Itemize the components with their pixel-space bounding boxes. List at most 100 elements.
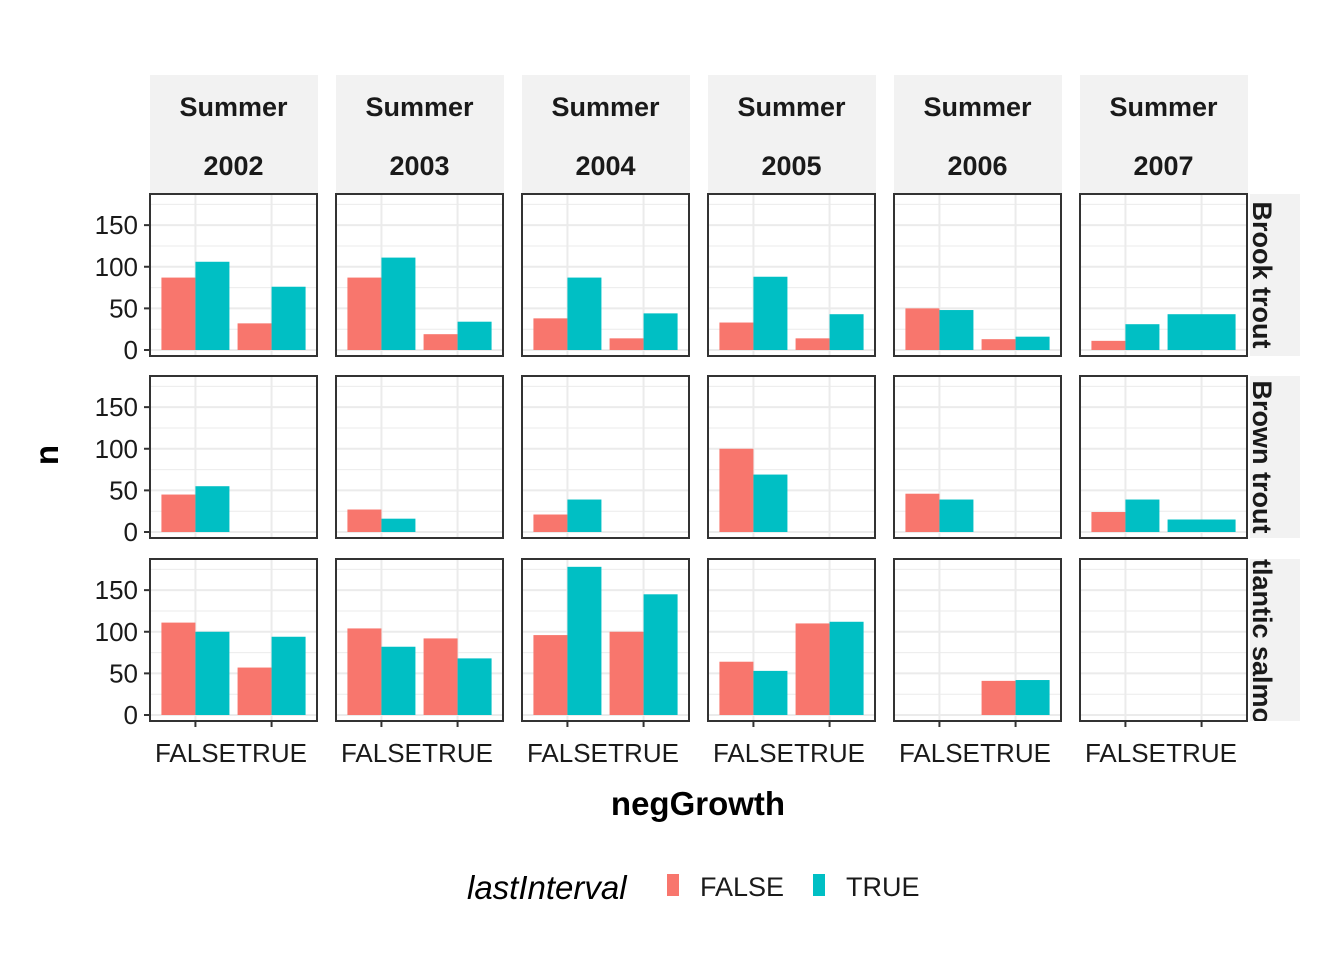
facet-panel <box>149 375 318 539</box>
bar <box>567 277 602 350</box>
legend-title: lastInterval <box>467 869 628 906</box>
bar <box>719 448 754 532</box>
facet-strip-column: Summer 2006 <box>894 75 1062 194</box>
y-tick-label: 50 <box>109 658 138 688</box>
bar <box>381 646 416 715</box>
legend: lastInterval FALSE TRUE <box>467 869 920 906</box>
bar <box>1015 680 1050 715</box>
bar <box>457 658 492 715</box>
bar <box>161 494 196 532</box>
facet-strip-label-line2: 2002 <box>203 151 263 181</box>
bar <box>533 514 568 532</box>
bar <box>939 499 974 532</box>
bar <box>753 670 788 715</box>
facet-panel <box>1079 375 1248 539</box>
x-tick-label: TRUE <box>794 738 865 768</box>
panel-border <box>1079 193 1248 357</box>
bar <box>347 509 382 532</box>
bar <box>719 661 754 715</box>
bar <box>643 313 678 350</box>
bar <box>939 310 974 350</box>
bar <box>609 338 644 350</box>
facet-strip-column: Summer 2004 <box>522 75 690 194</box>
facet-strip-label-line1: Summer <box>737 92 846 122</box>
facet-panel <box>521 558 690 722</box>
panel-border <box>707 558 876 722</box>
facet-strip-label-line1: Summer <box>551 92 660 122</box>
facet-strip-column: Summer 2003 <box>336 75 504 194</box>
y-tick-label: 150 <box>95 392 138 422</box>
panel-border <box>335 558 504 722</box>
panel-border <box>893 193 1062 357</box>
bar <box>423 638 458 715</box>
facet-panel <box>1079 193 1248 357</box>
panel-border <box>521 375 690 539</box>
y-tick-label: 0 <box>124 517 138 547</box>
facet-strip-label-line2: 2007 <box>1133 151 1193 181</box>
x-tick-label: FALSE <box>713 738 794 768</box>
bar <box>905 493 940 532</box>
bar <box>609 631 644 715</box>
bar <box>1125 324 1160 350</box>
panel-border <box>893 375 1062 539</box>
panel-border <box>521 558 690 722</box>
x-tick-label: TRUE <box>236 738 307 768</box>
facet-panel <box>335 558 504 722</box>
panel-border <box>335 375 504 539</box>
bar <box>795 338 830 350</box>
panel-border <box>149 193 318 357</box>
legend-swatch <box>813 874 825 896</box>
bar <box>237 323 272 350</box>
bar <box>347 628 382 715</box>
x-tick-label: TRUE <box>608 738 679 768</box>
facet-strip-row-label: Brook trout <box>1247 202 1277 349</box>
y-tick-label: 50 <box>109 293 138 323</box>
bar <box>195 261 230 350</box>
facet-panel <box>149 558 318 722</box>
legend-label: FALSE <box>700 872 784 902</box>
facet-panel <box>893 193 1062 357</box>
bar <box>753 276 788 350</box>
facet-strip-label-line1: Summer <box>1109 92 1218 122</box>
y-tick-label: 50 <box>109 475 138 505</box>
bar <box>161 622 196 715</box>
bar <box>719 322 754 350</box>
bar <box>1125 499 1160 532</box>
bar <box>753 474 788 532</box>
bar <box>271 636 306 715</box>
facet-strip-label-line2: 2006 <box>947 151 1007 181</box>
x-tick-label: TRUE <box>980 738 1051 768</box>
panel-border <box>707 375 876 539</box>
x-tick-label: FALSE <box>1085 738 1166 768</box>
bar <box>381 257 416 350</box>
panel-border <box>893 558 1062 722</box>
facet-panel <box>521 193 690 357</box>
bar <box>195 486 230 532</box>
bar <box>381 518 416 532</box>
facet-strip-column: Summer 2002 <box>150 75 318 194</box>
facet-strip-label-line1: Summer <box>365 92 474 122</box>
bar <box>457 321 492 350</box>
x-tick-label: FALSE <box>527 738 608 768</box>
bar <box>195 631 230 715</box>
facet-panel <box>335 193 504 357</box>
y-tick-label: 0 <box>124 700 138 730</box>
facet-strip-row: Brook trout <box>1247 194 1300 356</box>
facet-panel <box>1079 558 1248 722</box>
bar <box>795 623 830 715</box>
panel-border <box>1079 558 1248 722</box>
bar <box>981 680 1016 715</box>
facet-panel <box>707 558 876 722</box>
facet-strip-column: Summer 2007 <box>1080 75 1248 194</box>
facet-strip-label-line1: Summer <box>179 92 288 122</box>
bar <box>643 594 678 715</box>
panel-border <box>335 193 504 357</box>
y-axis-title: n <box>28 445 65 465</box>
x-tick-label: TRUE <box>1166 738 1237 768</box>
x-axis-title: negGrowth <box>611 785 785 822</box>
bar <box>1167 314 1236 350</box>
facet-strip-label-line2: 2003 <box>389 151 449 181</box>
legend-swatch <box>667 874 679 896</box>
facet-panel <box>893 375 1062 539</box>
